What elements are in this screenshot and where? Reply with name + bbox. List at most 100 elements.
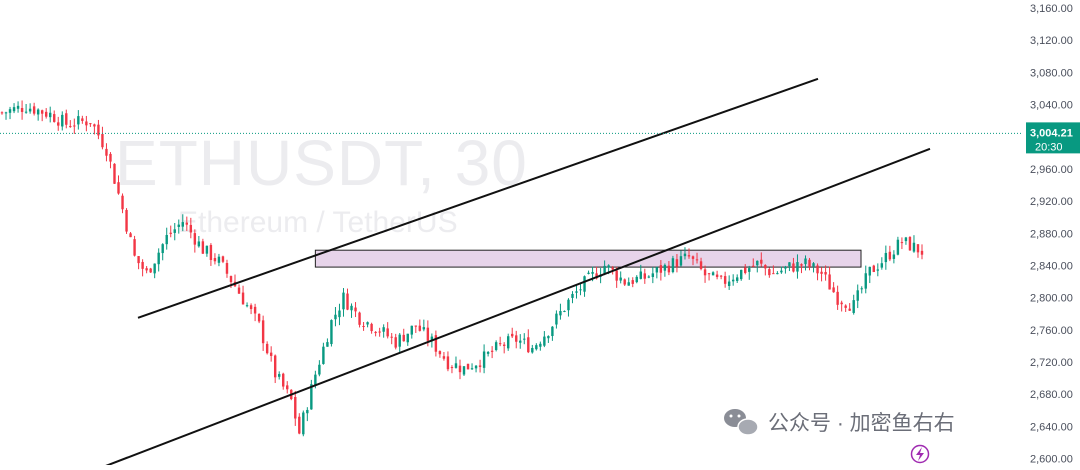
candle[interactable] [824, 265, 827, 281]
candle[interactable] [458, 359, 462, 380]
candle[interactable] [748, 265, 751, 280]
candle[interactable] [273, 354, 277, 384]
candle[interactable] [294, 390, 297, 426]
candle[interactable] [511, 327, 514, 339]
candle[interactable] [699, 257, 703, 271]
candle[interactable] [16, 101, 20, 113]
candle[interactable] [671, 255, 675, 274]
candle[interactable] [679, 250, 683, 267]
candle[interactable] [153, 263, 156, 279]
candle[interactable] [752, 258, 755, 268]
candle[interactable] [820, 267, 823, 282]
candle[interactable] [772, 265, 775, 275]
candle[interactable] [796, 254, 799, 279]
candle[interactable] [804, 255, 807, 271]
candle[interactable] [474, 365, 478, 373]
candle[interactable] [382, 324, 385, 338]
candle[interactable] [249, 303, 253, 315]
candle[interactable] [418, 319, 422, 332]
candle[interactable] [310, 379, 313, 410]
candle[interactable] [286, 381, 289, 394]
candle[interactable] [567, 298, 570, 317]
candle[interactable] [326, 338, 329, 347]
candle[interactable] [920, 244, 924, 260]
candle[interactable] [20, 100, 24, 120]
candle[interactable] [149, 267, 152, 273]
candle[interactable] [531, 344, 534, 354]
candle[interactable] [65, 109, 68, 129]
candle[interactable] [498, 336, 502, 347]
candle[interactable] [225, 259, 229, 278]
candle[interactable] [587, 270, 590, 275]
candle[interactable] [221, 255, 225, 264]
candle[interactable] [848, 303, 851, 311]
candle[interactable] [105, 143, 108, 162]
candle[interactable] [571, 291, 574, 304]
candle[interactable] [800, 263, 803, 274]
candle[interactable] [257, 313, 261, 324]
candle[interactable] [157, 248, 160, 272]
candle[interactable] [462, 366, 466, 377]
price-zone-rectangle[interactable] [314, 249, 862, 268]
candle[interactable] [832, 282, 835, 293]
candle[interactable] [547, 335, 550, 343]
candle[interactable] [73, 118, 76, 134]
candle[interactable] [519, 334, 522, 349]
candle[interactable] [269, 346, 273, 362]
channel-upper-line[interactable] [137, 77, 819, 319]
candle[interactable] [792, 257, 795, 273]
candle[interactable] [406, 333, 409, 346]
candle[interactable] [358, 311, 361, 328]
candle[interactable] [760, 252, 763, 267]
candle[interactable] [687, 248, 691, 259]
candle[interactable] [93, 123, 96, 135]
candle[interactable] [133, 235, 136, 257]
candle[interactable] [173, 222, 176, 241]
candle[interactable] [109, 152, 112, 169]
candles[interactable] [0, 100, 924, 437]
candle[interactable] [784, 265, 787, 274]
candle[interactable] [24, 103, 28, 114]
candle[interactable] [908, 236, 912, 251]
candle[interactable] [515, 330, 518, 349]
candle[interactable] [265, 341, 269, 355]
candle[interactable] [619, 271, 622, 284]
candle[interactable] [185, 216, 189, 231]
candle[interactable] [916, 244, 920, 258]
candle[interactable] [245, 302, 249, 308]
candle[interactable] [450, 365, 454, 374]
candle[interactable] [655, 266, 659, 279]
candle[interactable] [486, 350, 490, 357]
candle[interactable] [711, 271, 715, 276]
candle[interactable] [410, 325, 413, 339]
candle[interactable] [744, 264, 747, 275]
candle[interactable] [627, 277, 630, 286]
candle[interactable] [298, 413, 301, 435]
candle[interactable] [261, 315, 265, 351]
candle[interactable] [663, 263, 667, 277]
candle[interactable] [892, 250, 896, 264]
candle[interactable] [635, 275, 638, 284]
candle[interactable] [768, 267, 771, 278]
candle[interactable] [101, 126, 104, 150]
candle[interactable] [527, 329, 530, 354]
candle[interactable] [8, 106, 12, 120]
candle[interactable] [876, 263, 880, 277]
candle[interactable] [816, 263, 819, 281]
candle[interactable] [213, 253, 217, 265]
candle[interactable] [896, 236, 900, 256]
candle[interactable] [57, 116, 60, 131]
candle[interactable] [836, 285, 839, 310]
candle[interactable] [366, 321, 369, 328]
candle[interactable] [551, 326, 554, 341]
candle[interactable] [872, 264, 875, 273]
candle[interactable] [539, 341, 542, 351]
candle[interactable] [667, 261, 671, 276]
candle[interactable] [137, 255, 140, 270]
candle[interactable] [466, 363, 470, 370]
candle[interactable] [49, 106, 52, 123]
candle[interactable] [318, 360, 321, 377]
candle[interactable] [97, 119, 100, 140]
candle[interactable] [868, 266, 871, 284]
